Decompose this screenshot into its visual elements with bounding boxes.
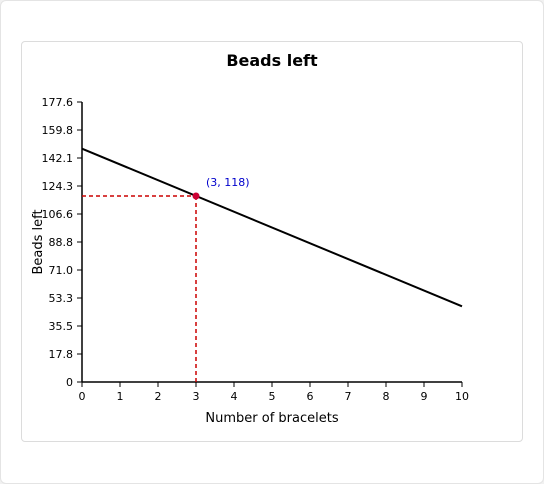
x-tick-label: 9 [421, 390, 428, 403]
y-tick-label: 106.6 [42, 208, 74, 221]
x-tick-label: 7 [345, 390, 352, 403]
y-tick-label: 124.3 [42, 180, 74, 193]
chart-title: Beads left [226, 51, 318, 70]
y-tick-label: 0 [66, 376, 73, 389]
y-tick-label: 35.5 [49, 320, 74, 333]
x-tick-label: 1 [117, 390, 124, 403]
x-tick-label: 5 [269, 390, 276, 403]
highlight-label: (3, 118) [206, 176, 250, 189]
x-tick-label: 3 [193, 390, 200, 403]
x-axis-title: Number of bracelets [205, 411, 338, 426]
y-tick-label: 177.6 [42, 96, 74, 109]
y-tick-label: 53.3 [49, 292, 74, 305]
x-tick-label: 4 [231, 390, 238, 403]
y-tick-label: 17.8 [49, 348, 74, 361]
highlight-point [192, 192, 200, 200]
x-tick-label: 2 [155, 390, 162, 403]
x-tick-label: 8 [383, 390, 390, 403]
x-tick-label: 10 [455, 390, 469, 403]
y-tick-label: 159.8 [42, 124, 74, 137]
x-tick-label: 0 [79, 390, 86, 403]
x-tick-label: 6 [307, 390, 314, 403]
y-axis-title: Beads left [31, 209, 46, 274]
y-tick-label: 88.8 [49, 236, 74, 249]
chart-card [21, 41, 523, 442]
y-tick-label: 142.1 [42, 152, 74, 165]
y-tick-label: 71.0 [49, 264, 74, 277]
series-line [81, 147, 463, 308]
